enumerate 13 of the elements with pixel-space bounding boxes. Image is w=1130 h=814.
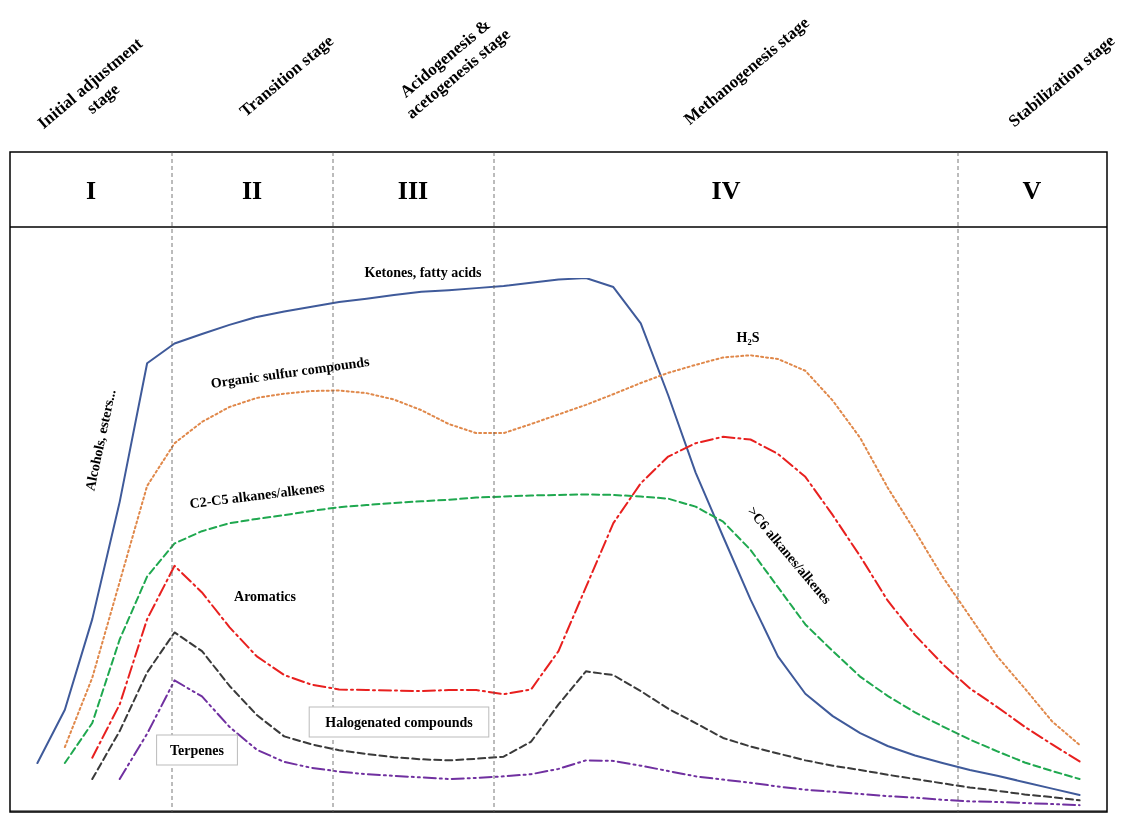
text: IV (711, 176, 741, 205)
text: II (241, 176, 263, 205)
annotation: Halogenated compounds (325, 715, 474, 730)
annotation: Organic sulfur compounds (209, 353, 371, 392)
annotation: Aromatics (234, 589, 297, 604)
annotation: Alcohols, esters... (82, 388, 119, 493)
text: V (1022, 176, 1042, 205)
annotation: H₂S (736, 330, 760, 345)
text: I (85, 176, 97, 205)
annotation: Terpenes (170, 743, 225, 758)
annotation: Ketones, fatty acids (364, 265, 483, 280)
annotation: C2-C5 alkanes/alkenes (188, 479, 326, 512)
text: III (397, 176, 429, 205)
